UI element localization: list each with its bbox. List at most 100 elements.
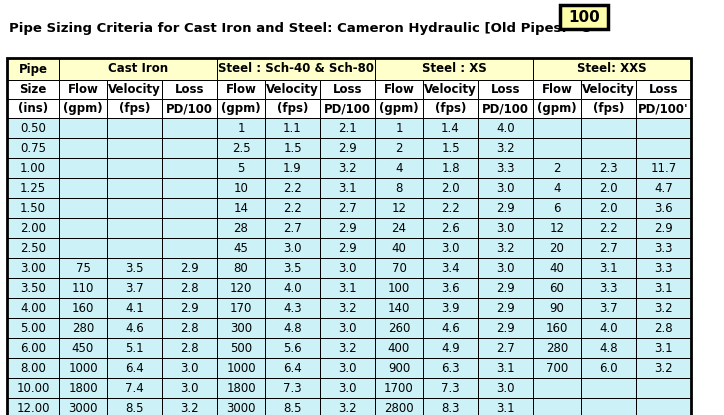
Text: 3.5: 3.5 [283, 261, 302, 274]
Text: Flow: Flow [384, 83, 414, 96]
Bar [636, 218, 691, 238]
Text: Pipe: Pipe [19, 63, 48, 76]
Text: 6.4: 6.4 [125, 361, 144, 374]
Text: 4.0: 4.0 [496, 122, 515, 134]
Bar [533, 178, 581, 198]
Text: 3.00: 3.00 [20, 261, 46, 274]
Text: 2.3: 2.3 [599, 161, 618, 174]
Bar [581, 358, 636, 378]
Bar [375, 80, 423, 99]
Bar [636, 118, 691, 138]
Text: 8.5: 8.5 [125, 401, 144, 415]
Text: 4.6: 4.6 [441, 322, 460, 334]
Bar [636, 298, 691, 318]
Text: 2.9: 2.9 [496, 302, 515, 315]
Text: 3.2: 3.2 [180, 401, 199, 415]
Text: 3.3: 3.3 [654, 261, 673, 274]
Text: 2: 2 [395, 142, 403, 154]
Text: 2.9: 2.9 [338, 222, 357, 234]
Text: 1800: 1800 [226, 381, 256, 395]
Text: 140: 140 [388, 302, 411, 315]
Text: 2800: 2800 [384, 401, 414, 415]
Bar [217, 99, 265, 118]
Bar [375, 378, 423, 398]
Text: 4.1: 4.1 [125, 302, 144, 315]
Bar [162, 118, 217, 138]
Bar [265, 238, 320, 258]
Text: (fps): (fps) [593, 102, 624, 115]
Bar [107, 258, 162, 278]
Text: 1.8: 1.8 [441, 161, 460, 174]
Text: 4: 4 [553, 181, 561, 195]
Bar [162, 298, 217, 318]
Text: (gpm): (gpm) [379, 102, 418, 115]
Bar [59, 298, 107, 318]
Bar [478, 398, 533, 415]
Bar [478, 258, 533, 278]
Bar [375, 318, 423, 338]
Text: 3.1: 3.1 [496, 361, 515, 374]
Bar [59, 398, 107, 415]
Bar [375, 258, 423, 278]
Bar [375, 238, 423, 258]
Text: 2.0: 2.0 [599, 181, 618, 195]
Bar [581, 398, 636, 415]
Bar [636, 318, 691, 338]
Bar [478, 218, 533, 238]
Text: Steel: XXS: Steel: XXS [577, 63, 647, 76]
Text: 1.4: 1.4 [441, 122, 460, 134]
Bar [7, 198, 59, 218]
Bar [320, 198, 375, 218]
Bar [7, 358, 59, 378]
Bar [265, 138, 320, 158]
Text: 8.3: 8.3 [441, 401, 460, 415]
Bar [423, 218, 478, 238]
Text: 7.3: 7.3 [441, 381, 460, 395]
Text: 1.50: 1.50 [20, 202, 46, 215]
Bar [533, 258, 581, 278]
Bar [375, 278, 423, 298]
Text: 2.1: 2.1 [338, 122, 357, 134]
Bar [581, 99, 636, 118]
Text: 400: 400 [388, 342, 410, 354]
Text: 8.5: 8.5 [283, 401, 302, 415]
Bar [636, 158, 691, 178]
Bar [533, 378, 581, 398]
Bar [162, 338, 217, 358]
Text: 6.3: 6.3 [441, 361, 460, 374]
Text: 70: 70 [392, 261, 406, 274]
Text: 2.2: 2.2 [283, 181, 302, 195]
Text: 3.6: 3.6 [654, 202, 673, 215]
Text: 3.0: 3.0 [180, 381, 199, 395]
Text: 1.1: 1.1 [283, 122, 302, 134]
Bar [107, 138, 162, 158]
Text: Flow: Flow [226, 83, 256, 96]
Text: 7.4: 7.4 [125, 381, 144, 395]
Bar [107, 218, 162, 238]
Text: 4.3: 4.3 [283, 302, 302, 315]
Text: 110: 110 [72, 281, 94, 295]
Bar [107, 298, 162, 318]
Text: 3.0: 3.0 [338, 261, 357, 274]
Bar [423, 378, 478, 398]
Text: 4.6: 4.6 [125, 322, 144, 334]
Text: Steel : XS: Steel : XS [421, 63, 487, 76]
Bar [59, 278, 107, 298]
Text: 2.2: 2.2 [441, 202, 460, 215]
Bar [581, 258, 636, 278]
Text: 3.1: 3.1 [496, 401, 515, 415]
Bar [375, 338, 423, 358]
Bar [162, 258, 217, 278]
Bar [107, 158, 162, 178]
Text: 3.2: 3.2 [338, 161, 357, 174]
Bar [533, 158, 581, 178]
Bar [107, 238, 162, 258]
Text: 280: 280 [72, 322, 94, 334]
Text: 6: 6 [553, 202, 561, 215]
Text: 2.50: 2.50 [20, 242, 46, 254]
Text: 2.0: 2.0 [441, 181, 460, 195]
Text: 2.7: 2.7 [283, 222, 302, 234]
Text: PD/100': PD/100' [638, 102, 689, 115]
Bar [320, 178, 375, 198]
Bar [478, 80, 533, 99]
